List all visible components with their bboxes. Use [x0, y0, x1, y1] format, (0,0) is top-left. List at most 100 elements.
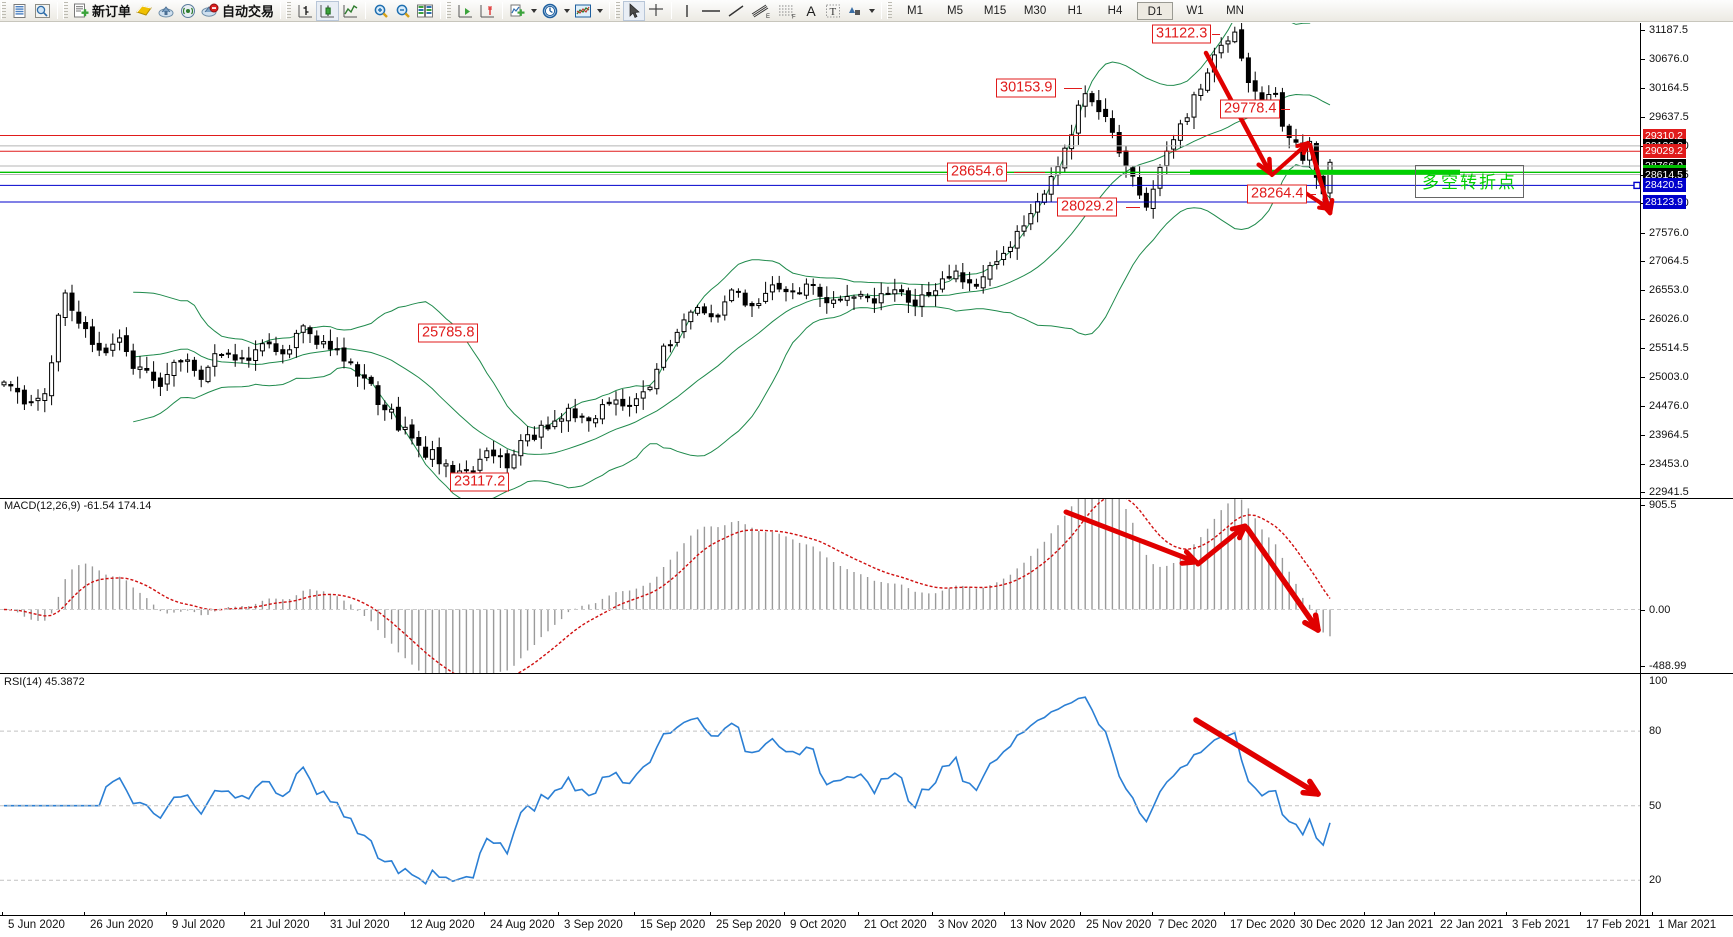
- toolbar-grip[interactable]: [887, 2, 893, 19]
- data-window-icon[interactable]: [31, 1, 53, 21]
- price-level-label[interactable]: 28123.9: [1643, 194, 1686, 209]
- rsi-canvas[interactable]: [0, 674, 1640, 915]
- macd-tick-label: -488.99: [1649, 659, 1687, 672]
- zoom-out-icon[interactable]: [392, 1, 414, 21]
- macd-axis-line: [1640, 499, 1641, 674]
- metaquotes-language-icon[interactable]: [155, 1, 177, 21]
- toolbar-divider: [881, 2, 883, 19]
- price-tick-mark: [1641, 463, 1645, 465]
- time-tick-label: 25 Sep 2020: [716, 919, 782, 931]
- rsi-tick-label: 20: [1649, 874, 1662, 887]
- price-chart-pane[interactable]: [0, 23, 1733, 499]
- time-tick-mark: [1080, 912, 1081, 916]
- auto-scroll-icon[interactable]: [454, 1, 476, 21]
- cursor-icon[interactable]: [623, 0, 646, 21]
- svg-text:T: T: [830, 6, 837, 18]
- price-tick-label: 25003.0: [1649, 370, 1689, 383]
- rsi-axis: 100 80 50 20: [1641, 674, 1733, 915]
- crosshair-icon[interactable]: [645, 1, 667, 21]
- timeframe-m1[interactable]: M1: [907, 4, 924, 17]
- macd-canvas[interactable]: [0, 499, 1640, 674]
- toolbar-grip[interactable]: [1, 2, 6, 19]
- toolbar-grip[interactable]: [63, 2, 68, 19]
- price-tick-label: 22941.5: [1649, 486, 1689, 499]
- price-tick-mark: [1641, 232, 1645, 234]
- periods-icon[interactable]: [539, 1, 572, 21]
- time-tick-mark: [1152, 912, 1153, 916]
- chart-shift-icon[interactable]: [476, 1, 498, 21]
- price-tick-mark: [1641, 117, 1645, 119]
- chevron-down-icon[interactable]: [869, 8, 876, 13]
- text-icon[interactable]: A: [806, 2, 816, 19]
- price-tick-label: 27064.5: [1649, 255, 1689, 268]
- time-tick-label: 22 Jan 2021: [1440, 919, 1504, 931]
- timeframe-d1[interactable]: D1: [1137, 1, 1174, 20]
- market-watch-icon[interactable]: [9, 1, 31, 21]
- trendline-icon[interactable]: [724, 1, 748, 21]
- shapes-icon[interactable]: [844, 1, 877, 21]
- macd-tick-label: 0.00: [1649, 603, 1671, 616]
- rsi-pane[interactable]: [0, 674, 1733, 915]
- auto-trading-button[interactable]: 自动交易: [199, 1, 276, 21]
- timeframe-m5[interactable]: M5: [947, 4, 964, 17]
- price-tick-mark: [1641, 319, 1645, 321]
- time-tick-label: 3 Sep 2020: [564, 919, 623, 931]
- rsi-title: RSI(14) 45.3872: [4, 676, 85, 688]
- time-axis[interactable]: 5 Jun 2020 26 Jun 2020 9 Jul 2020 21 Jul 20…: [0, 912, 1733, 937]
- price-tick-mark: [1641, 348, 1645, 350]
- time-tick-mark: [1364, 912, 1365, 916]
- price-tick-mark: [1641, 87, 1645, 89]
- time-tick-label: 21 Jul 2020: [250, 919, 310, 931]
- price-tick-label: 26026.0: [1649, 313, 1689, 326]
- bar-chart-icon[interactable]: [294, 1, 316, 21]
- time-tick-label: 25 Nov 2020: [1086, 919, 1152, 931]
- new-order-button[interactable]: 新订单: [71, 1, 133, 21]
- price-level-label[interactable]: 28614.5: [1643, 167, 1686, 182]
- indicators-icon[interactable]: [507, 1, 539, 21]
- timeframe-h4[interactable]: H4: [1107, 4, 1123, 17]
- chevron-down-icon[interactable]: [564, 8, 571, 13]
- toolbar-grip[interactable]: [286, 2, 292, 19]
- rsi-tick-label: 50: [1649, 799, 1662, 812]
- macd-tick-mark: [1641, 609, 1645, 611]
- fibonacci-retracement-icon[interactable]: F: [774, 1, 800, 21]
- price-tick-mark: [1641, 492, 1645, 494]
- text-label-icon[interactable]: T: [822, 1, 844, 21]
- toolbar-divider: [502, 2, 504, 19]
- timeframe-m15[interactable]: M15: [983, 4, 1007, 17]
- chevron-down-icon[interactable]: [597, 8, 604, 13]
- timeframe-m30[interactable]: M30: [1023, 4, 1047, 17]
- broadcast-icon[interactable]: [177, 1, 199, 21]
- time-tick-label: 7 Dec 2020: [1158, 919, 1217, 931]
- chart-window-icon[interactable]: [414, 1, 436, 21]
- macd-pane[interactable]: [0, 499, 1733, 674]
- zoom-in-icon[interactable]: [370, 1, 392, 21]
- line-chart-icon[interactable]: [339, 1, 361, 21]
- time-tick-label: 26 Jun 2020: [90, 919, 154, 931]
- templates-icon[interactable]: [572, 1, 605, 21]
- equidistant-channel-icon[interactable]: E: [748, 1, 774, 21]
- timeframe-w1[interactable]: W1: [1186, 4, 1204, 17]
- toolbar-grip[interactable]: [446, 2, 452, 19]
- time-tick-label: 17 Dec 2020: [1230, 919, 1296, 931]
- expert-advisor-icon[interactable]: [133, 1, 155, 21]
- price-level-label[interactable]: 28420.5: [1643, 178, 1686, 193]
- horizontal-line-icon[interactable]: [698, 1, 724, 21]
- candlestick-chart-icon[interactable]: [316, 0, 340, 21]
- time-tick-mark: [1580, 912, 1581, 916]
- time-tick-label: 24 Aug 2020: [490, 919, 555, 931]
- toolbar-grip[interactable]: [615, 2, 621, 19]
- time-tick-mark: [634, 912, 635, 916]
- macd-pane-divider: [0, 498, 1733, 499]
- chevron-down-icon[interactable]: [531, 8, 538, 13]
- time-tick-label: 31 Jul 2020: [330, 919, 390, 931]
- price-level-label[interactable]: 29029.2: [1643, 144, 1686, 159]
- vertical-line-icon[interactable]: [676, 1, 698, 21]
- timeframe-h1[interactable]: H1: [1067, 4, 1083, 17]
- timeframe-mn[interactable]: MN: [1226, 4, 1244, 17]
- time-tick-mark: [484, 912, 485, 916]
- price-chart-canvas[interactable]: [0, 23, 1640, 499]
- macd-tick-mark: [1641, 505, 1645, 507]
- time-tick-mark: [558, 912, 559, 916]
- macd-axis: 905.5 0.00 -488.99: [1641, 499, 1733, 674]
